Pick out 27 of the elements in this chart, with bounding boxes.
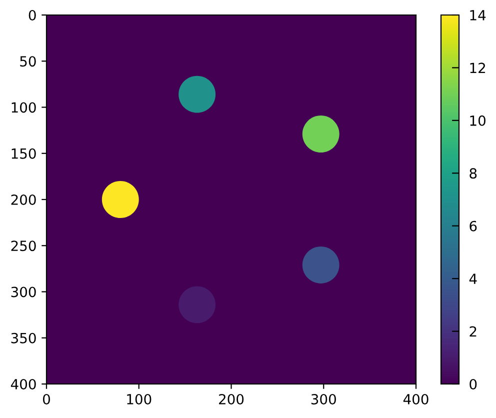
point xyxy=(178,76,216,113)
y-tick-label: 350 xyxy=(11,332,36,344)
color-bar-label: 12 xyxy=(470,62,486,73)
y-tick-label: 300 xyxy=(11,286,36,298)
color-bar-label: 6 xyxy=(470,220,477,232)
x-tick-label: 200 xyxy=(219,394,244,404)
y-tick-label: 200 xyxy=(11,194,36,205)
point xyxy=(302,116,340,152)
x-tick-label: 100 xyxy=(127,394,152,404)
x-tick-label: 400 xyxy=(403,394,428,404)
x-tick-label: 0 xyxy=(42,394,50,404)
y-tick-label: 400 xyxy=(10,378,36,390)
point xyxy=(302,246,340,284)
color-bar-label: 10 xyxy=(470,115,486,126)
y-tick-label: 0 xyxy=(28,10,36,20)
color-bar-label: 8 xyxy=(470,168,477,179)
y-tick-label: 150 xyxy=(12,148,36,159)
x-tick-label: 300 xyxy=(311,394,336,404)
color-bar-label: 0 xyxy=(470,378,477,390)
y-tick-label: 50 xyxy=(20,56,36,67)
point xyxy=(178,286,216,324)
color-bar-label: 4 xyxy=(469,274,477,284)
y-tick-label: 100 xyxy=(12,102,36,113)
color-bar-label: 14 xyxy=(470,10,486,20)
point xyxy=(102,181,139,218)
color-bar-label: 2 xyxy=(470,326,476,337)
y-tick-label: 250 xyxy=(11,240,36,252)
